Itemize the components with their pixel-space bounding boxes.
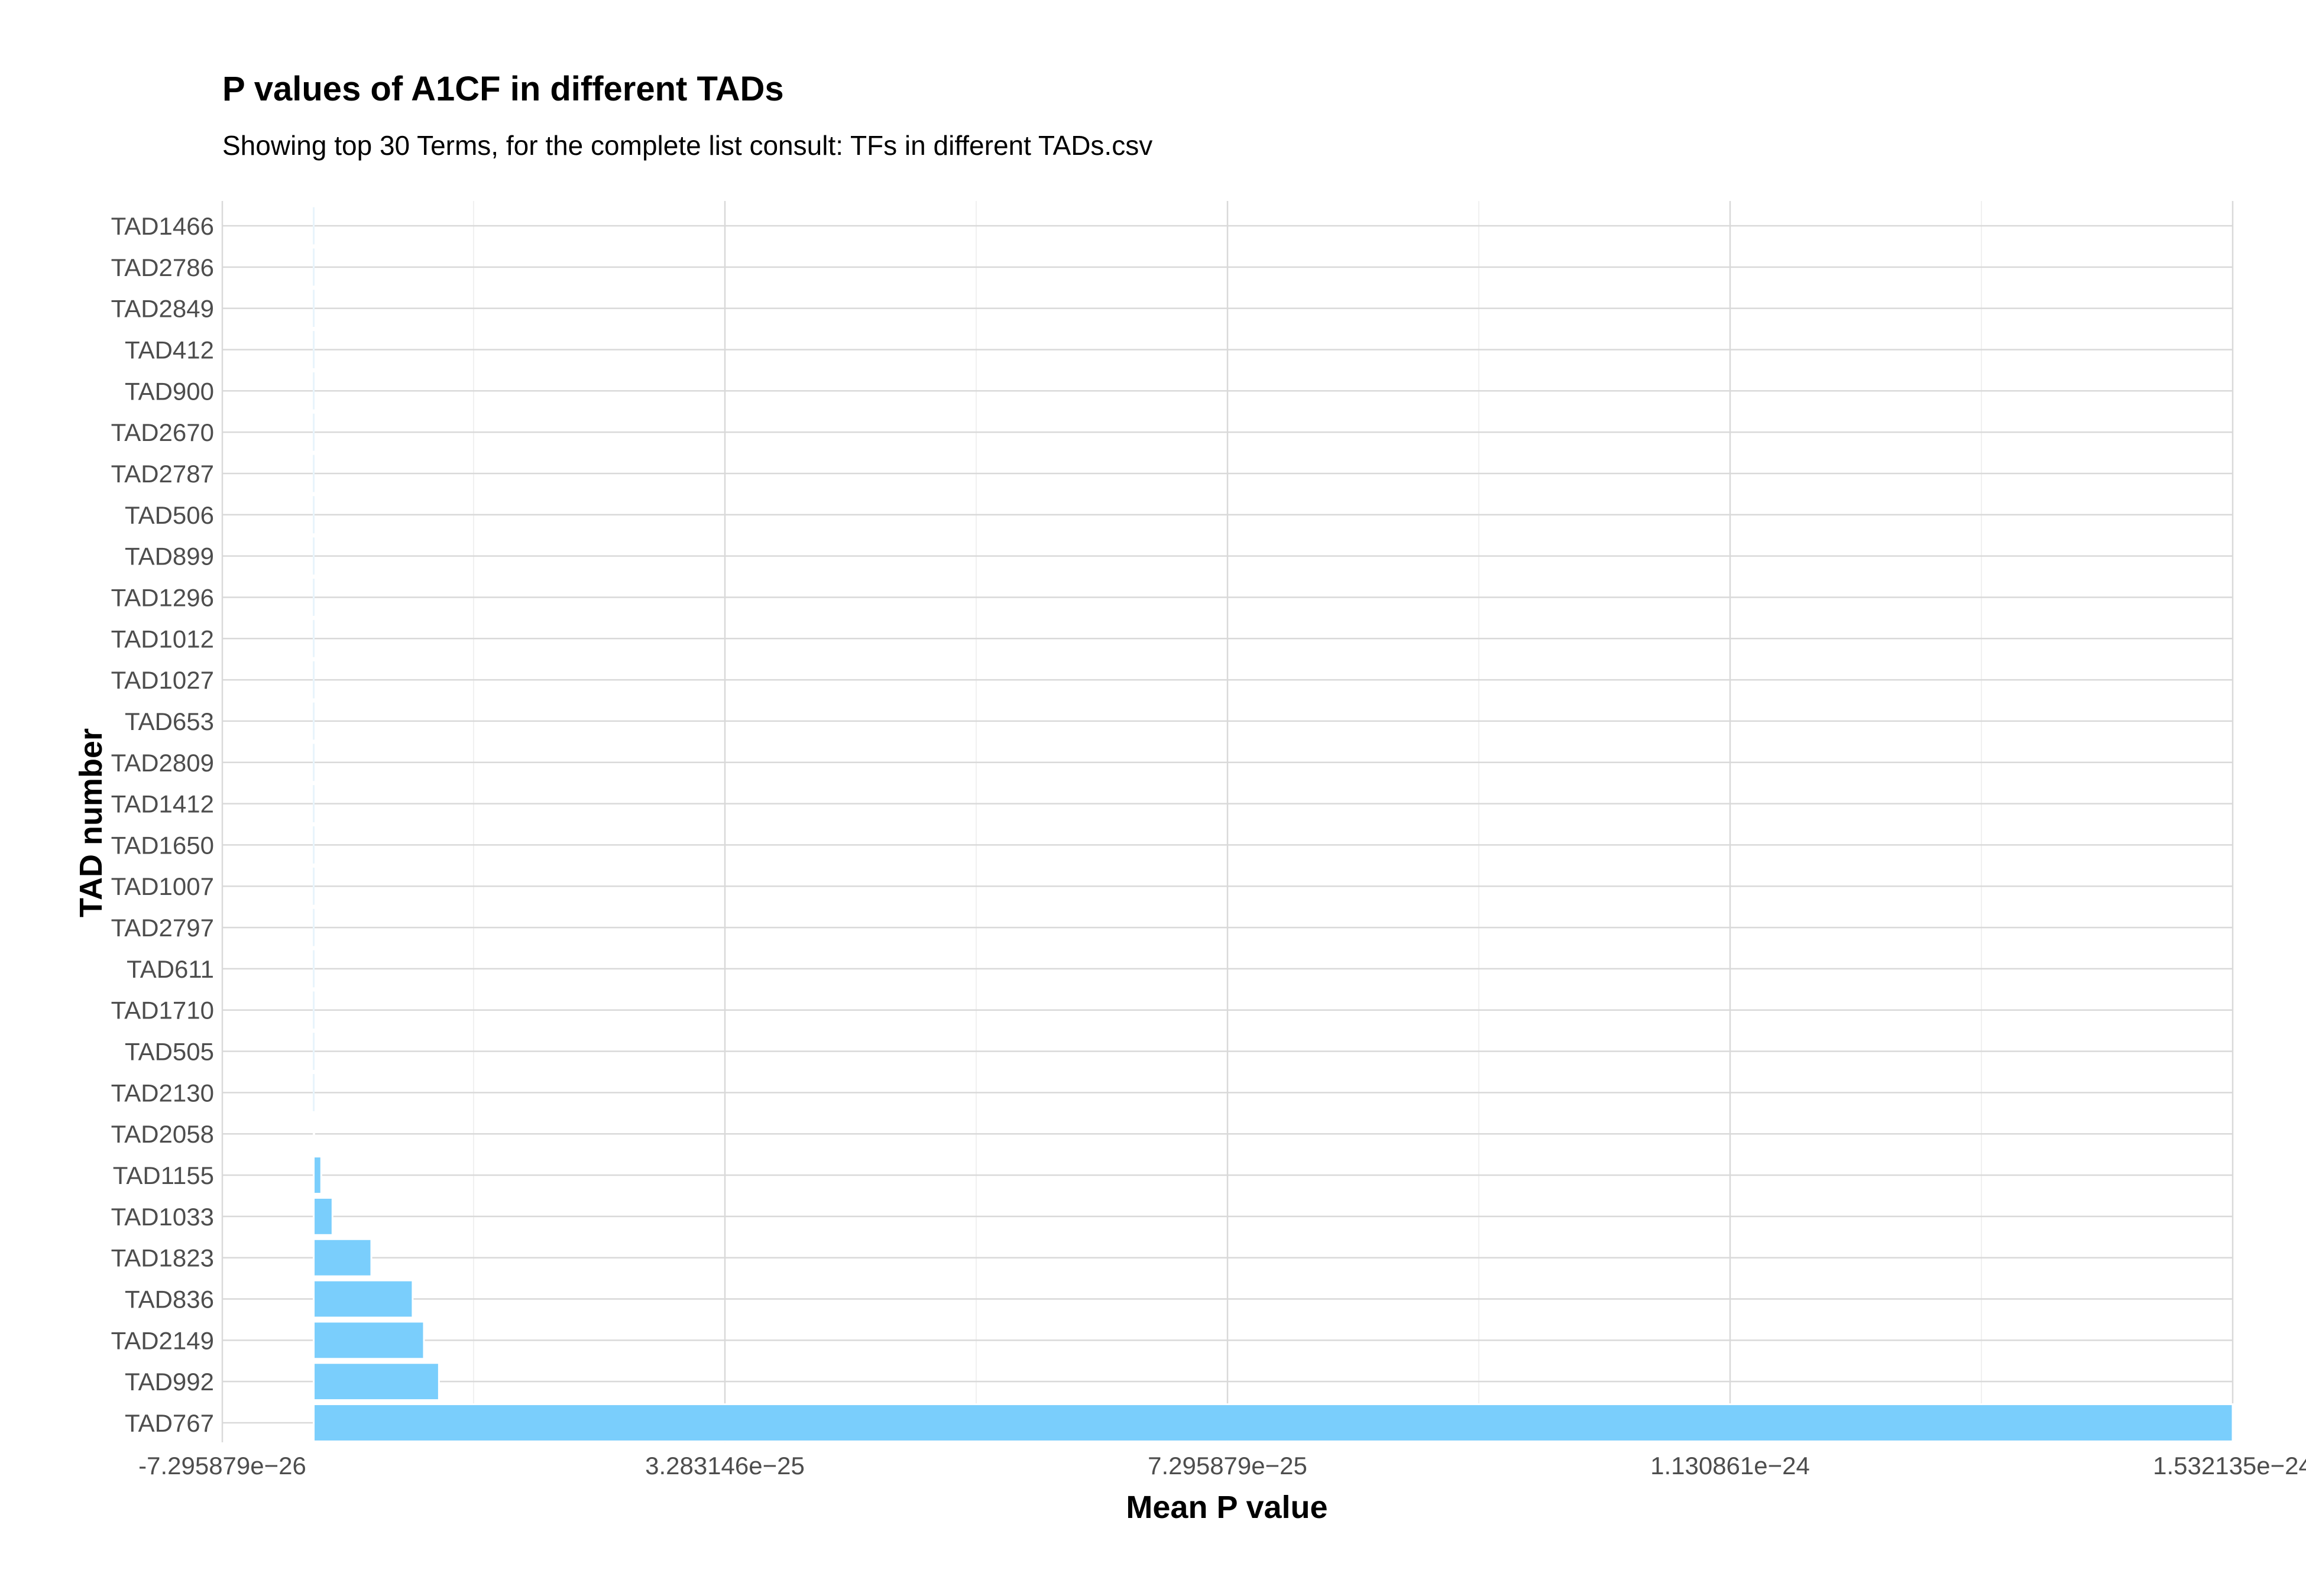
y-tick-label: TAD900 [125,377,214,405]
y-tick-label: TAD1823 [111,1244,214,1272]
y-tick-label: TAD1012 [111,625,214,653]
y-tick-label: TAD2130 [111,1079,214,1107]
x-tick-label: 1.130861e−24 [1650,1452,1810,1480]
y-tick-label: TAD2797 [111,914,214,942]
bar-tad1033 [313,1196,333,1236]
y-tick-label: TAD2058 [111,1120,214,1148]
y-tick-label: TAD1007 [111,872,214,900]
bars [313,207,2234,1442]
y-axis-title: TAD number [73,728,109,917]
x-axis-title: Mean P value [1126,1490,1327,1525]
y-tick-label: TAD2849 [111,295,214,323]
bar-tad836 [313,1279,414,1319]
x-tick-label: 3.283146e−25 [645,1452,805,1480]
y-tick-label: TAD1650 [111,831,214,859]
y-tick-label: TAD1710 [111,997,214,1024]
chart-subtitle: Showing top 30 Terms, for the complete l… [222,130,1152,161]
y-tick-label: TAD506 [125,501,214,529]
bar-tad1823 [313,1238,373,1277]
chart-title: P values of A1CF in different TADs [222,70,784,108]
y-tick-label: TAD2670 [111,419,214,446]
y-tick-label: TAD2149 [111,1326,214,1354]
y-tick-label: TAD992 [125,1368,214,1396]
y-tick-label: TAD2809 [111,749,214,777]
grid-lines [221,201,2234,1442]
bar-tad992 [313,1362,440,1402]
bar-tad767 [313,1403,2234,1442]
y-tick-label: TAD611 [127,955,214,983]
y-tick-label: TAD767 [125,1409,214,1437]
bar-tad2058 [313,1114,315,1154]
x-tick-label: 1.532135e−24 [2153,1452,2306,1480]
y-tick-label: TAD505 [125,1038,214,1066]
y-tick-label: TAD2787 [111,460,214,488]
y-tick-label: TAD1296 [111,583,214,611]
x-tick-labels: -7.295879e−26 3.283146e−25 7.295879e−25 1.1… [138,1452,2306,1480]
y-tick-label: TAD1033 [111,1203,214,1231]
y-tick-label: TAD1155 [113,1162,214,1189]
y-tick-label: TAD899 [125,543,214,570]
y-tick-label: TAD1466 [111,212,214,240]
bar-tad2149 [313,1321,425,1360]
y-tick-label: TAD836 [125,1286,214,1313]
y-tick-label: TAD2786 [111,254,214,281]
y-tick-label: TAD412 [125,336,214,364]
y-tick-label: TAD1412 [111,790,214,818]
bar-tad1155 [313,1156,322,1195]
x-tick-label: -7.295879e−26 [138,1452,306,1480]
x-tick-label: 7.295879e−25 [1148,1452,1307,1480]
y-tick-label: TAD653 [125,708,214,735]
y-tick-labels: TAD1466 TAD2786 TAD2849 TAD412 TAD900 TAD2670… [111,212,214,1437]
y-tick-label: TAD1027 [111,666,214,694]
